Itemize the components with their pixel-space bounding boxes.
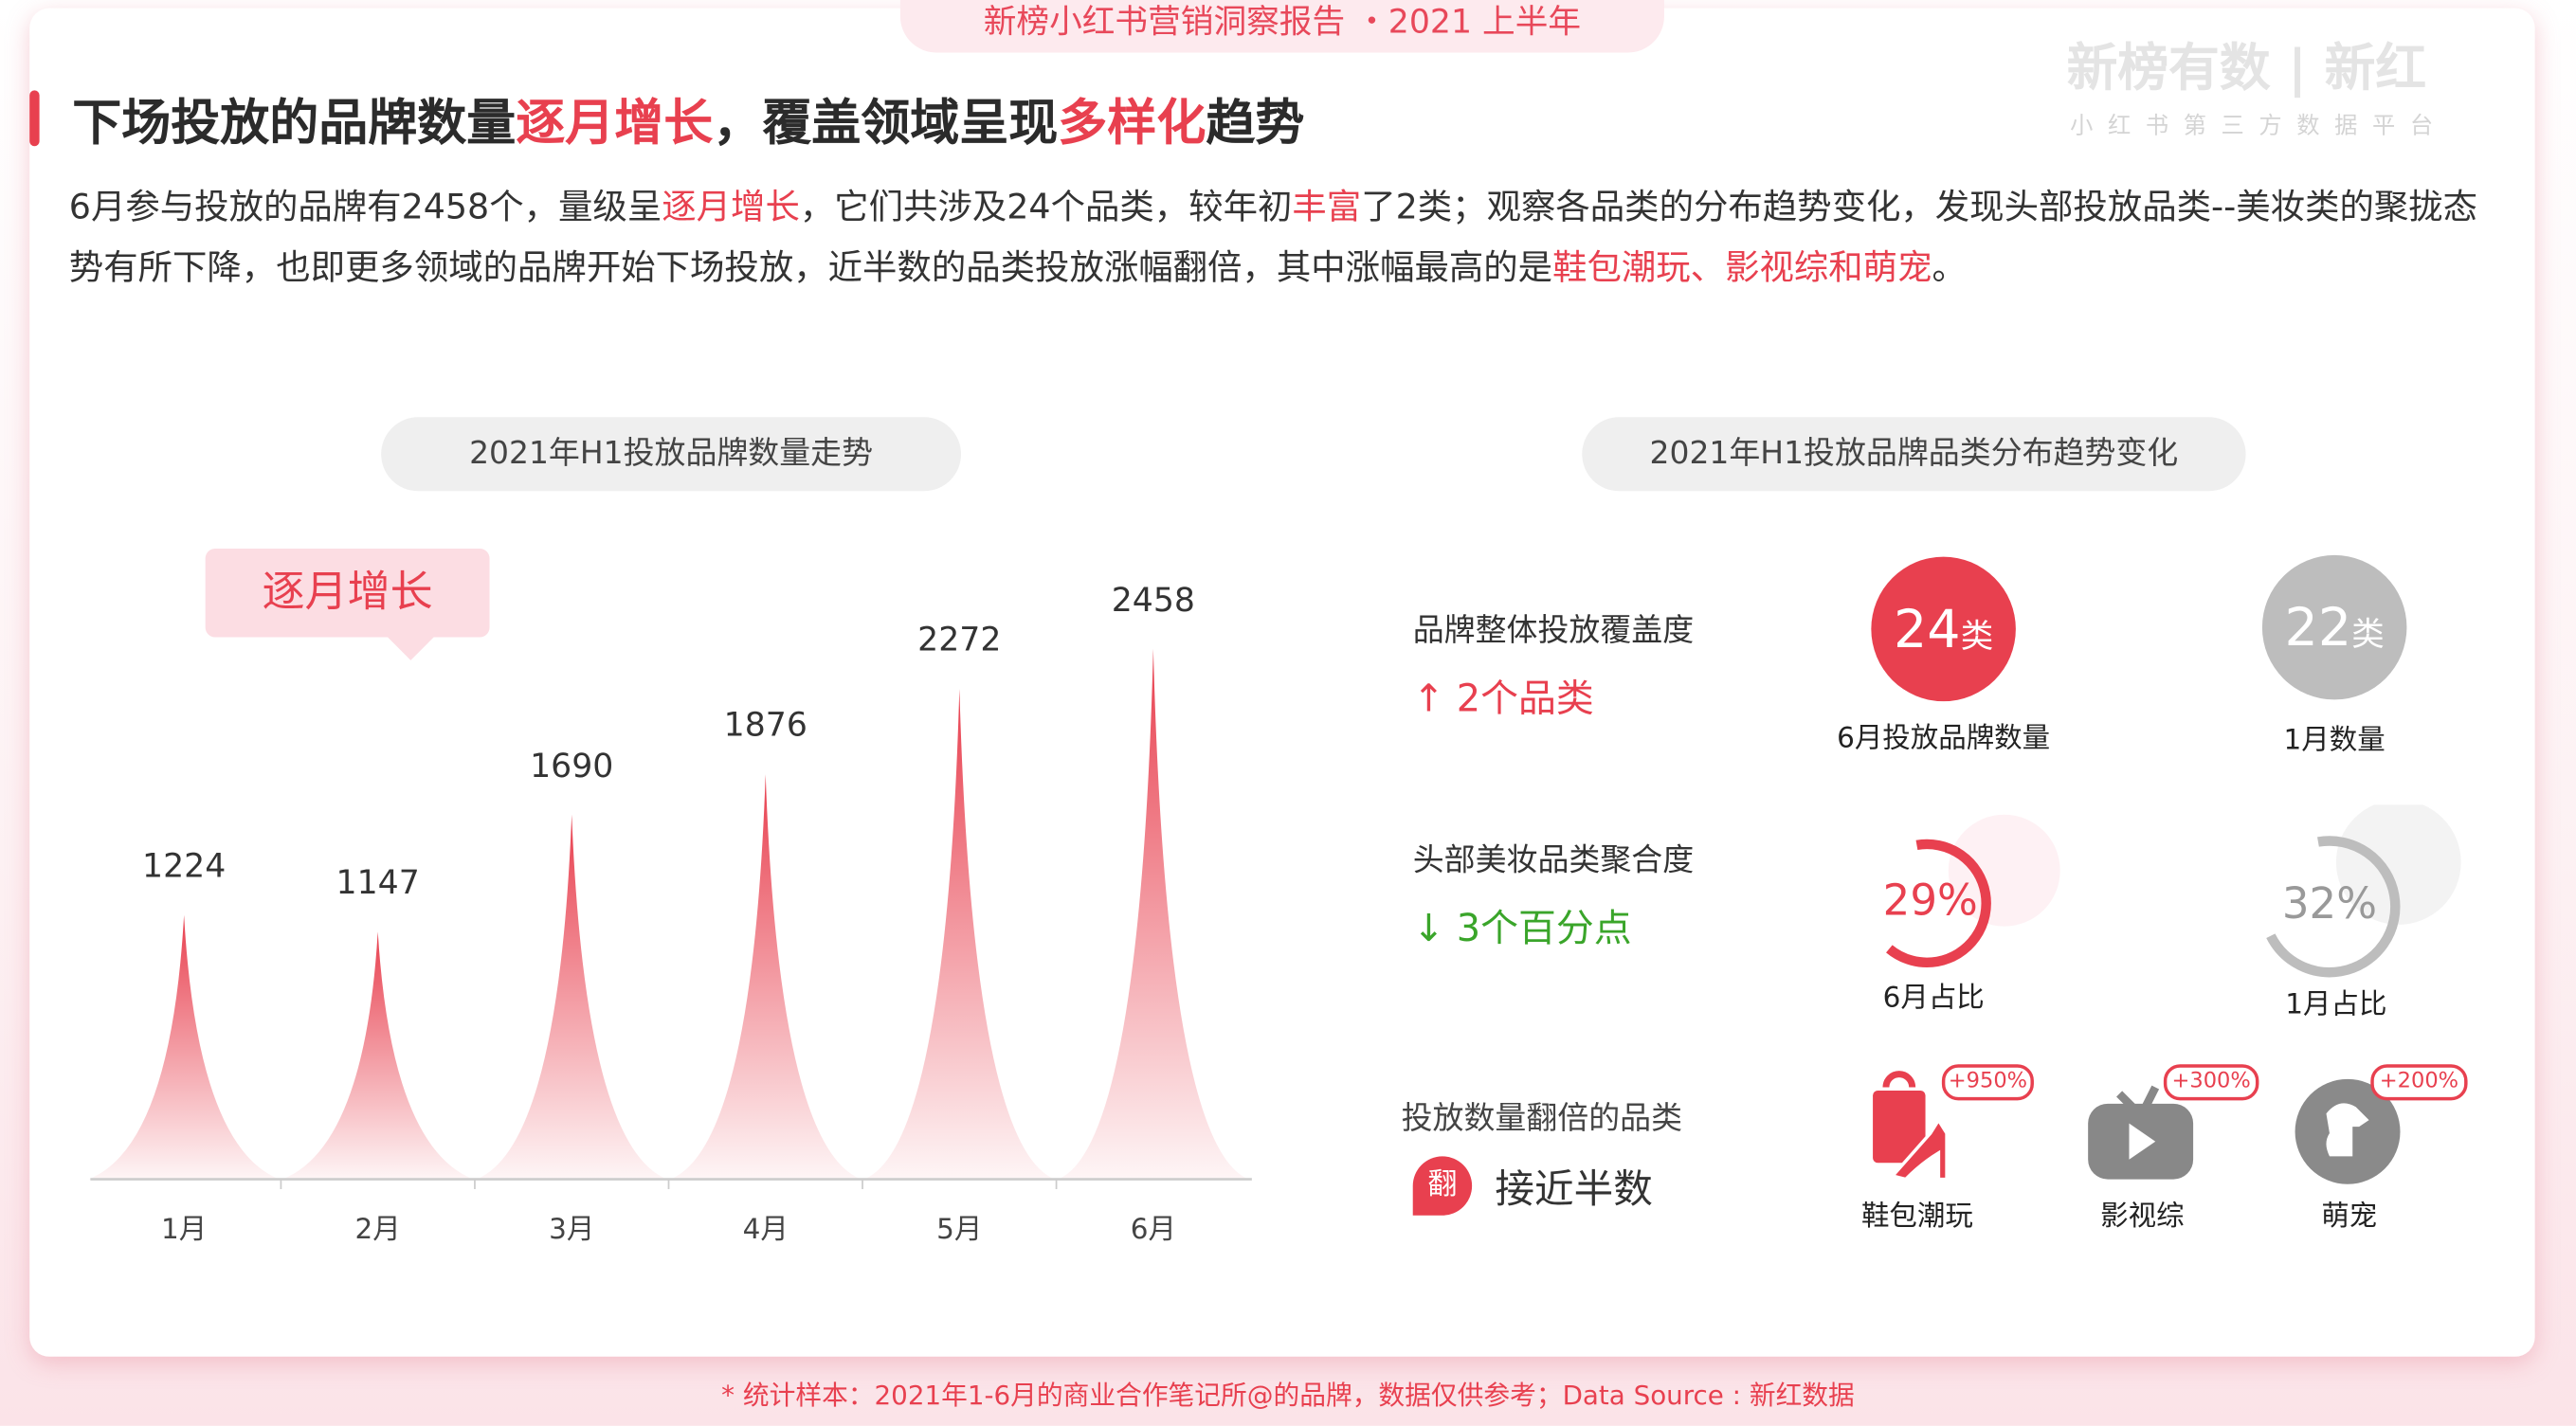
x-tick-label: 3月 [549,1213,595,1247]
june-share-label: 6月占比 [1882,982,1985,1016]
report-banner: 新榜小红书营销洞察报告 ・2021 上半年 [899,0,1664,53]
jan-share-label: 1月占比 [2285,988,2387,1022]
jan-category-circle: 22类 [2261,554,2407,700]
trend-tag: 逐月增长 [205,548,490,638]
highlight: 丰富 [1292,187,1362,227]
june-share-value: 29% [1882,876,1978,927]
highlight: 逐月增长 [662,187,800,227]
left-panel-title: 2021年H1投放品牌数量走势 [381,417,962,492]
growth-badge: +200% [2370,1064,2468,1101]
coverage-label: 品牌整体投放覆盖度 [1412,612,1695,649]
beauty-label: 头部美妆品类聚合度 [1412,842,1695,879]
growth-badge: +300% [2163,1064,2259,1101]
data-label: 1224 [142,845,227,886]
value: 22 [2284,596,2352,659]
beauty-rings [1862,804,2461,978]
title-highlight: 多样化 [1058,95,1206,153]
data-label: 1876 [723,705,807,746]
beauty-change: ↓ 3个百分点 [1412,908,1632,951]
woman-silhouette-icon [1948,814,2060,927]
bar-2月 [282,931,474,1180]
data-label: 1147 [336,862,420,903]
summary-paragraph: 6月参与投放的品牌有2458个，量级呈逐月增长，它们共涉及24个品类，较年初丰富… [69,177,2500,298]
bar-5月 [863,689,1055,1180]
growth-badge: +950% [1941,1064,2034,1101]
june-category-label: 6月投放品牌数量 [1837,722,2051,756]
x-tick-label: 2月 [354,1213,401,1247]
dog-icon [2295,1078,2401,1184]
x-tick-label: 6月 [1130,1213,1176,1247]
unit: 类 [2351,614,2385,654]
jan-share-value: 32% [2281,880,2378,930]
title-text: ，覆盖领域呈现 [713,95,1059,153]
tv-icon [2088,1085,2194,1180]
logo-subtitle: 小红书第三方数据平台 [2070,113,2448,140]
text: 了2类；观察各品类的分布趋势变化，发现头部投放品类--美妆类的聚拢态势有所下降，… [68,187,2478,288]
woman-silhouette-icon [2335,804,2461,925]
right-panel-title: 2021年H1投放品牌品类分布趋势变化 [1582,417,2246,492]
page-title: 下场投放的品牌数量逐月增长，覆盖领域呈现多样化趋势 [72,82,1304,154]
data-label: 2458 [1111,579,1195,620]
bar-4月 [670,774,862,1180]
footer-note: * 统计样本：2021年1-6月的商业合作笔记所@的品牌，数据仅供参考；Data… [721,1380,1855,1411]
jan-category-label: 1月数量 [2283,724,2386,758]
doubled-label: 投放数量翻倍的品类 [1401,1100,1683,1137]
text: 6月参与投放的品牌有2458个，量级呈 [68,187,662,227]
category-name: 影视综 [2100,1200,2185,1234]
bar-1月 [88,914,280,1180]
title-text: 趋势 [1206,95,1305,153]
june-share-ring [1862,839,1991,967]
bag-shoe-icon [1873,1071,1949,1182]
unit: 类 [1960,616,1994,656]
title-accent-bar [29,90,40,147]
bar-6月 [1058,648,1249,1180]
data-label: 1690 [530,745,614,785]
jan-share-ring [2259,836,2401,978]
tag-pointer [388,637,434,660]
doubled-summary: 接近半数 [1495,1165,1653,1213]
data-label: 2272 [917,620,1002,659]
category-name: 鞋包潮玩 [1860,1200,1973,1234]
logo: 新榜有数 | 新红 [2066,39,2427,99]
title-text: 下场投放的品牌数量 [72,95,517,153]
text: 。 [1932,247,1967,288]
category-name: 萌宠 [2321,1200,2378,1234]
june-category-circle: 24类 [1871,556,2016,702]
text: ，它们共涉及24个品类，较年初 [799,187,1293,227]
x-tick-label: 5月 [936,1213,983,1247]
double-speech-icon: 翻 [1412,1156,1473,1216]
coverage-change: ↑ 2个品类 [1412,677,1594,721]
brand-count-chart [88,648,1252,1189]
x-tick-label: 1月 [161,1213,208,1247]
x-tick-label: 4月 [742,1213,789,1247]
bar-3月 [476,814,667,1180]
value: 24 [1893,597,1961,660]
highlight: 鞋包潮玩、影视综和萌宠 [1552,247,1932,288]
title-highlight: 逐月增长 [516,95,714,153]
